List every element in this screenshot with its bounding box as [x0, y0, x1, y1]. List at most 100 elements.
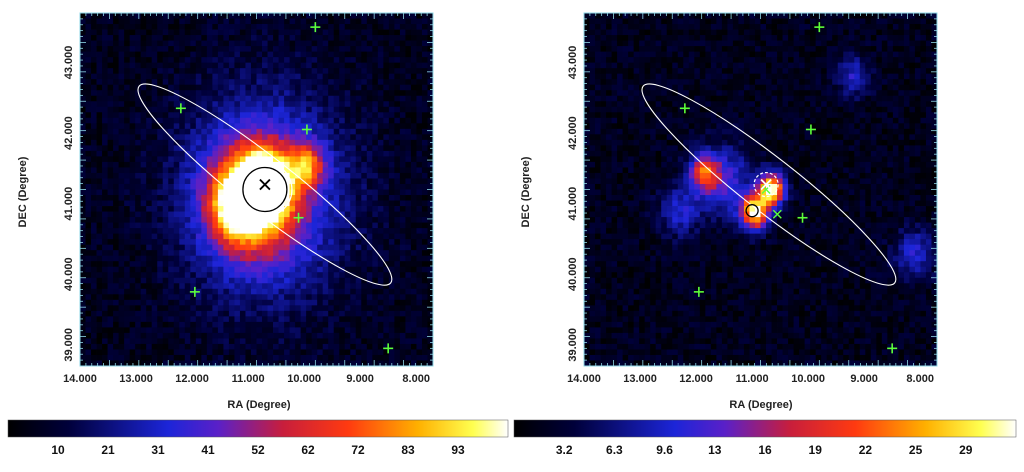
heatmap-cell	[135, 63, 141, 69]
heatmap-cell	[590, 333, 596, 339]
heatmap-cell	[86, 35, 92, 41]
heatmap-cell	[411, 19, 417, 25]
heatmap-cell	[245, 74, 251, 80]
heatmap-cell	[617, 322, 623, 328]
heatmap-cell	[245, 316, 251, 322]
heatmap-cell	[372, 46, 378, 52]
heatmap-cell	[223, 250, 229, 256]
heatmap-cell	[152, 123, 158, 129]
heatmap-cell	[389, 90, 395, 96]
heatmap-cell	[212, 217, 218, 223]
heatmap-cell	[168, 68, 174, 74]
heatmap-cell	[119, 267, 125, 273]
heatmap-cell	[350, 327, 356, 333]
heatmap-cell	[405, 344, 411, 350]
heatmap-cell	[229, 118, 235, 124]
heatmap-cell	[606, 316, 612, 322]
heatmap-cell	[141, 112, 147, 118]
heatmap-cell	[234, 245, 240, 251]
heatmap-cell	[201, 68, 207, 74]
heatmap-cell	[196, 85, 202, 91]
heatmap-cell	[273, 311, 279, 317]
heatmap-cell	[91, 74, 97, 80]
heatmap-cell	[157, 167, 163, 173]
heatmap-cell	[601, 68, 607, 74]
heatmap-cell	[361, 195, 367, 201]
heatmap-cell	[290, 294, 296, 300]
heatmap-cell	[301, 234, 307, 240]
heatmap-cell	[389, 19, 395, 25]
heatmap-cell	[345, 327, 351, 333]
heatmap-cell	[262, 167, 268, 173]
heatmap-cell	[179, 68, 185, 74]
heatmap-cell	[163, 13, 169, 19]
heatmap-cell	[86, 327, 92, 333]
heatmap-cell	[179, 52, 185, 58]
heatmap-cell	[383, 123, 389, 129]
heatmap-cell	[356, 24, 362, 30]
heatmap-cell	[223, 68, 229, 74]
heatmap-cell	[80, 41, 86, 47]
heatmap-cell	[86, 190, 92, 196]
heatmap-cell	[251, 112, 257, 118]
heatmap-cell	[361, 338, 367, 344]
heatmap-cell	[196, 234, 202, 240]
heatmap-cell	[119, 256, 125, 262]
heatmap-cell	[601, 184, 607, 190]
heatmap-cell	[334, 294, 340, 300]
heatmap-cell	[612, 322, 618, 328]
heatmap-cell	[295, 178, 301, 184]
heatmap-cell	[383, 57, 389, 63]
heatmap-cell	[146, 289, 152, 295]
heatmap-cell	[306, 212, 312, 218]
heatmap-cell	[422, 338, 428, 344]
heatmap-cell	[383, 107, 389, 113]
heatmap-cell	[212, 333, 218, 339]
heatmap-cell	[295, 74, 301, 80]
heatmap-cell	[108, 272, 114, 278]
heatmap-cell	[229, 333, 235, 339]
heatmap-cell	[124, 278, 130, 284]
heatmap-cell	[185, 57, 191, 63]
heatmap-cell	[284, 90, 290, 96]
heatmap-cell	[218, 123, 224, 129]
heatmap-cell	[595, 156, 601, 162]
heatmap-cell	[301, 338, 307, 344]
heatmap-cell	[361, 167, 367, 173]
heatmap-cell	[108, 134, 114, 140]
heatmap-cell	[86, 52, 92, 58]
heatmap-cell	[317, 101, 323, 107]
heatmap-cell	[590, 322, 596, 328]
heatmap-cell	[130, 327, 136, 333]
heatmap-cell	[273, 90, 279, 96]
heatmap-cell	[328, 151, 334, 157]
heatmap-cell	[163, 134, 169, 140]
heatmap-cell	[146, 134, 152, 140]
heatmap-cell	[372, 57, 378, 63]
heatmap-cell	[229, 212, 235, 218]
heatmap-cell	[223, 228, 229, 234]
heatmap-cell	[623, 272, 629, 278]
heatmap-cell	[174, 151, 180, 157]
heatmap-cell	[168, 30, 174, 36]
heatmap-cell	[290, 30, 296, 36]
heatmap-cell	[152, 52, 158, 58]
heatmap-cell	[334, 79, 340, 85]
heatmap-cell	[400, 13, 406, 19]
heatmap-cell	[218, 289, 224, 295]
heatmap-cell	[102, 333, 108, 339]
heatmap-cell	[350, 338, 356, 344]
heatmap-cell	[102, 322, 108, 328]
heatmap-cell	[168, 294, 174, 300]
heatmap-cell	[295, 283, 301, 289]
heatmap-cell	[628, 206, 634, 212]
heatmap-cell	[212, 305, 218, 311]
heatmap-cell	[612, 289, 618, 295]
heatmap-cell	[345, 123, 351, 129]
heatmap-cell	[345, 223, 351, 229]
heatmap-cell	[201, 212, 207, 218]
heatmap-cell	[141, 63, 147, 69]
heatmap-cell	[590, 35, 596, 41]
heatmap-cell	[157, 107, 163, 113]
heatmap-cell	[113, 278, 119, 284]
